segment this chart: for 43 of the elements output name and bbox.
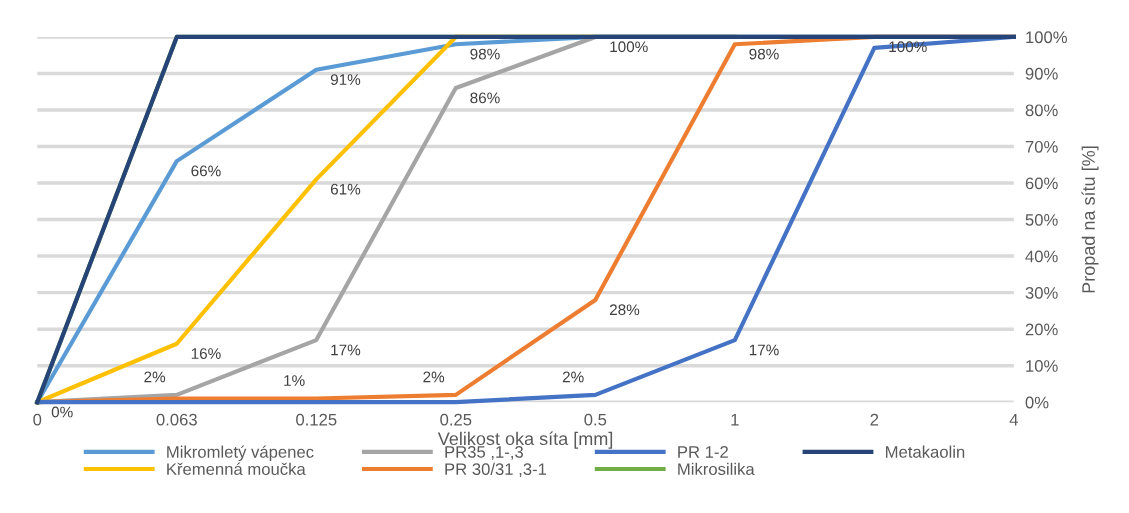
y-tick-label: 90% (1025, 67, 1058, 80)
data-label: 28% (609, 304, 640, 316)
data-label: 98% (749, 48, 779, 60)
data-label: 16% (191, 348, 221, 359)
legend-label: PR 1-2 (678, 446, 728, 458)
data-label: 61% (330, 183, 361, 195)
legend-label: PR 30/31 ,3-1 (445, 462, 547, 477)
y-tick-label: 50% (1025, 213, 1058, 226)
data-label: 17% (331, 344, 361, 356)
x-tick-label: 0.063 (156, 413, 197, 426)
x-tick-label: 0.125 (296, 413, 337, 426)
legend-label: Mikrosilika (678, 462, 755, 476)
x-tick-label: 0 (33, 413, 42, 426)
data-label: 1% (284, 375, 305, 386)
y-tick-label: 40% (1025, 250, 1058, 263)
data-label: 100% (610, 41, 648, 53)
y-tick-label: 60% (1025, 177, 1058, 190)
y-tick-label: 100% (1026, 31, 1067, 44)
data-label: 98% (470, 48, 500, 60)
x-tick-label: 4 (1009, 413, 1018, 426)
data-label: 2% (423, 371, 445, 383)
x-tick-label: 0.5 (584, 413, 607, 426)
x-tick-label: 2 (870, 413, 879, 426)
data-label: 17% (749, 344, 779, 356)
legend-label: PR35 ,1-,3 (445, 446, 523, 460)
y-tick-label: 30% (1025, 287, 1058, 299)
y-tick-label: 10% (1026, 360, 1058, 372)
data-label: 0% (51, 406, 73, 418)
y-tick-label: 0% (1025, 396, 1049, 409)
y-tick-label: 20% (1025, 323, 1058, 336)
data-label: 2% (144, 371, 166, 383)
legend-label: Metakaolin (886, 445, 965, 458)
data-label: 91% (330, 74, 361, 86)
data-label: 86% (470, 92, 500, 104)
x-tick-label: 0.25 (440, 413, 472, 426)
data-label: 2% (562, 371, 584, 383)
y-axis-title: Propad na sítu [%] (1081, 146, 1099, 293)
y-tick-label: 70% (1025, 140, 1058, 153)
data-label: 66% (191, 165, 221, 177)
legend-label: Křemenná moučka (167, 462, 306, 476)
legend-label: Mikromletý vápenec (167, 445, 314, 462)
y-tick-label: 80% (1025, 104, 1058, 117)
x-tick-label: 1 (731, 413, 739, 426)
